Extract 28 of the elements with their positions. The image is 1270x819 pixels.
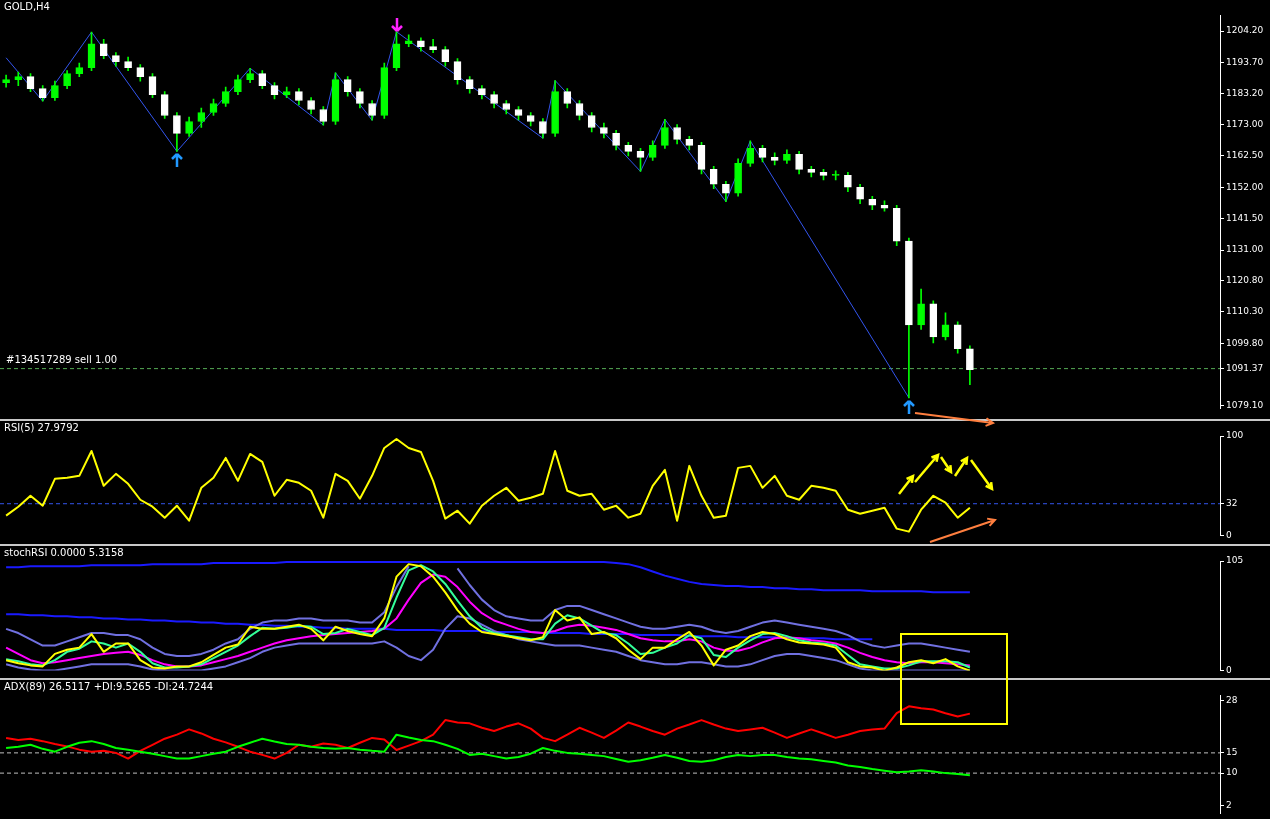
chart-title: GOLD,H4 bbox=[4, 0, 50, 12]
y-tick-label: 1079.10 bbox=[1226, 399, 1264, 410]
y-tick-label: 1110.30 bbox=[1226, 306, 1264, 317]
y-tick-label: 1183.20 bbox=[1226, 88, 1264, 99]
y-tick-label: 0 bbox=[1226, 529, 1232, 540]
y-tick-label: 105 bbox=[1226, 555, 1244, 566]
y-tick-label: 1162.50 bbox=[1226, 150, 1264, 161]
y-tick-label: 1152.00 bbox=[1226, 181, 1264, 192]
y-tick-label: 32 bbox=[1226, 498, 1238, 509]
y-tick-label: 1173.00 bbox=[1226, 118, 1264, 129]
candlestick bbox=[831, 170, 840, 181]
y-tick-label: 1120.80 bbox=[1226, 274, 1264, 285]
y-tick-label: 1099.80 bbox=[1226, 337, 1264, 348]
y-tick-label: 28 bbox=[1226, 694, 1238, 705]
y-tick-label: 1131.00 bbox=[1226, 244, 1264, 255]
y-tick-label: 1091.37 bbox=[1226, 362, 1264, 373]
y-tick-label: 1193.70 bbox=[1226, 56, 1264, 67]
ref-line-label: #134517289 sell 1.00 bbox=[6, 354, 118, 366]
y-tick-label: 100 bbox=[1226, 430, 1244, 441]
chart-title: stochRSI 0.0000 5.3158 bbox=[4, 546, 124, 558]
chart-title: ADX(89) 26.5117 +DI:9.5265 -DI:24.7244 bbox=[4, 680, 214, 692]
y-tick-label: 1204.20 bbox=[1226, 25, 1264, 36]
y-tick-label: 1141.50 bbox=[1226, 213, 1264, 224]
y-tick-label: 0 bbox=[1226, 664, 1232, 675]
chart-title: RSI(5) 27.9792 bbox=[4, 421, 79, 433]
y-tick-label: 2 bbox=[1226, 799, 1232, 810]
y-tick-label: 10 bbox=[1226, 767, 1238, 778]
y-tick-label: 15 bbox=[1226, 747, 1238, 758]
